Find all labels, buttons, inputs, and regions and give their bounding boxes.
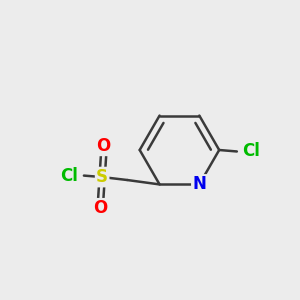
Text: Cl: Cl [242, 142, 260, 160]
Text: O: O [94, 199, 108, 217]
Text: O: O [97, 137, 111, 155]
Text: S: S [96, 168, 108, 186]
Text: Cl: Cl [60, 167, 78, 184]
Text: N: N [192, 176, 206, 194]
